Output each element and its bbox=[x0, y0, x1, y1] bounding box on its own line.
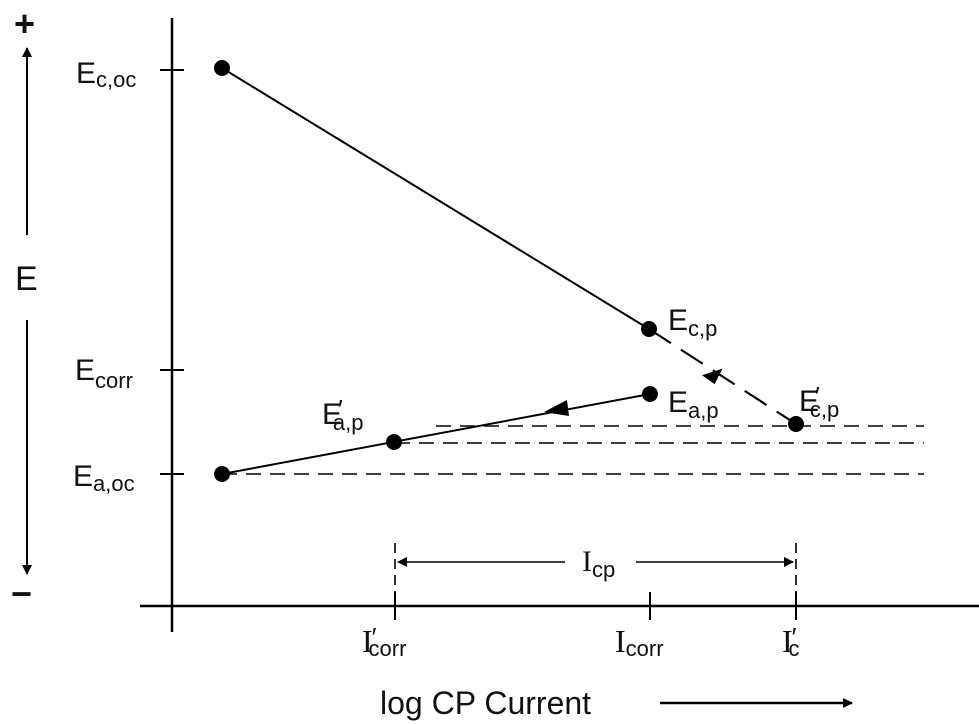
label-e-corr: Ecorr bbox=[75, 354, 133, 393]
label-e-a-p-prime: E′a,p bbox=[322, 394, 363, 435]
label-e-c-p: Ec,p bbox=[668, 304, 717, 341]
label-e-c-p-prime: E′c,p bbox=[799, 381, 839, 422]
label-i-c-prime: I′c bbox=[782, 622, 800, 661]
label-i-corr: Icorr bbox=[615, 623, 664, 661]
icp-label: Icp bbox=[582, 545, 615, 582]
point-e-c-oc bbox=[214, 60, 230, 76]
anodic-line bbox=[221, 393, 651, 475]
label-i-corr-prime: I′corr bbox=[362, 622, 406, 661]
label-e-c-oc: Ec,oc bbox=[76, 57, 136, 92]
cathodic-shift-dashed bbox=[648, 328, 797, 425]
point-e-c-p bbox=[641, 321, 657, 337]
cathodic-shift-arrowhead bbox=[702, 368, 723, 385]
x-axis-label: log CP Current bbox=[380, 685, 591, 721]
point-e-a-p bbox=[642, 386, 658, 402]
label-e-a-p: Ea,p bbox=[668, 386, 719, 423]
y-plus-sign: + bbox=[14, 3, 35, 44]
anodic-shift-arrowhead bbox=[544, 400, 569, 416]
y-minus-sign: − bbox=[11, 573, 32, 614]
label-e-a-oc: Ea,oc bbox=[73, 460, 135, 496]
point-e-c-p-prime bbox=[788, 416, 804, 432]
cathodic-line bbox=[221, 67, 650, 330]
point-e-a-oc bbox=[214, 466, 230, 482]
y-axis-label: E bbox=[15, 260, 38, 298]
point-e-a-p-prime bbox=[386, 434, 402, 450]
